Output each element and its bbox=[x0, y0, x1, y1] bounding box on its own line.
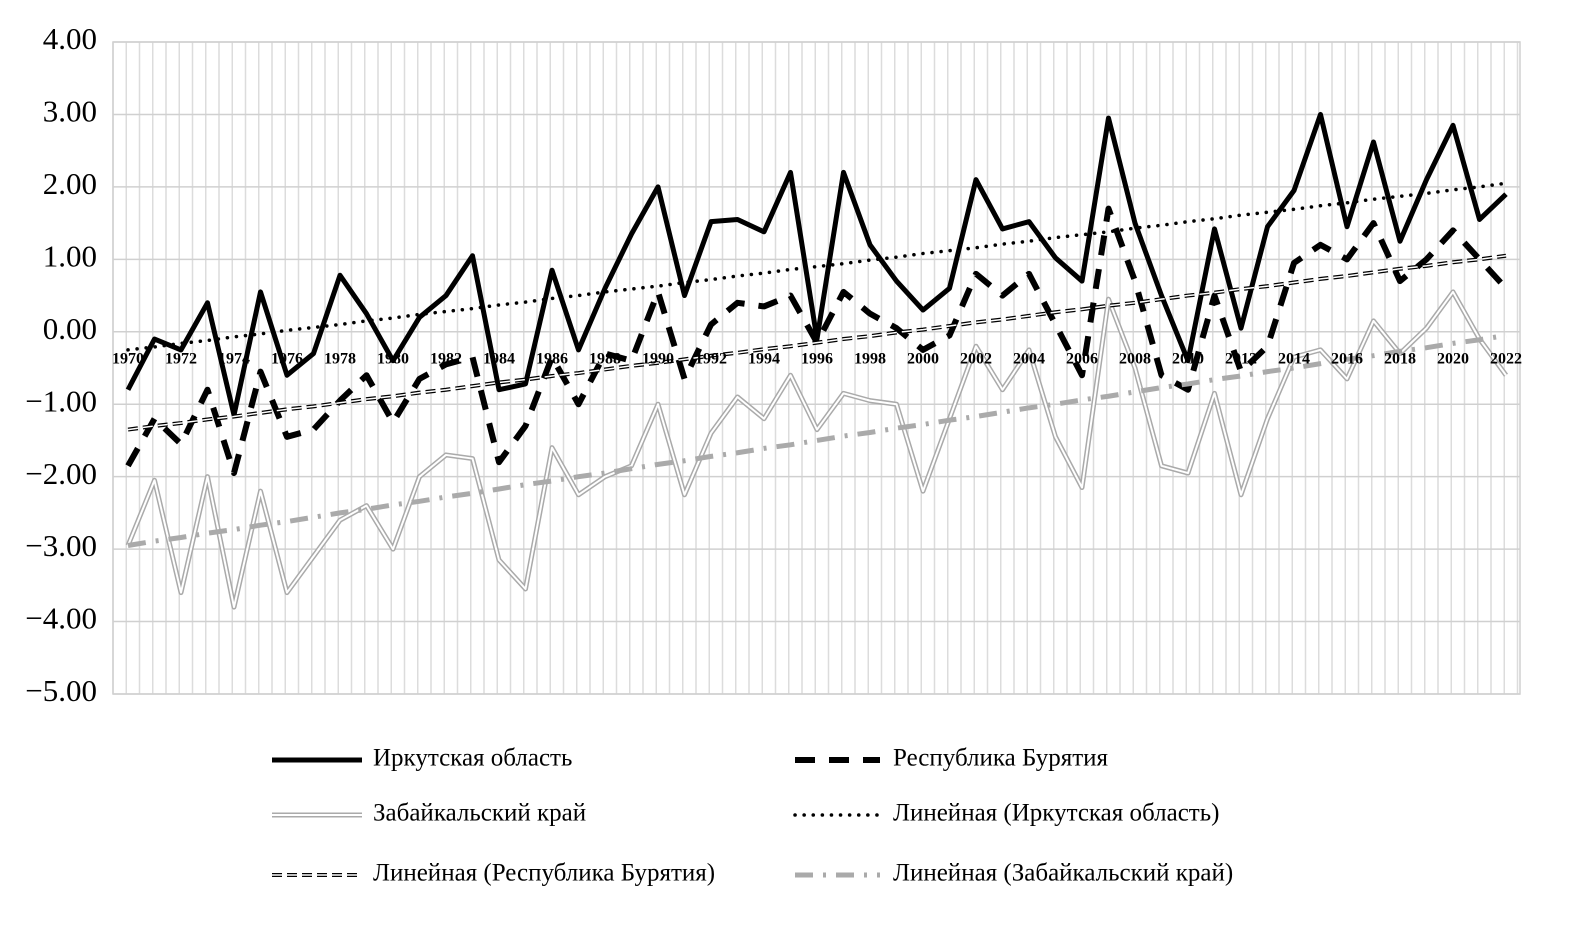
series-line bbox=[125, 111, 1508, 418]
x-tick-label: 2014 bbox=[1278, 351, 1310, 368]
legend-label: Иркутская область bbox=[373, 745, 572, 772]
x-tick-label: 1976 bbox=[271, 351, 303, 368]
x-tick-label: 2006 bbox=[1066, 351, 1098, 368]
x-tick-label: 2002 bbox=[960, 351, 992, 368]
series-line bbox=[127, 332, 1507, 548]
x-tick-label: 1988 bbox=[589, 351, 621, 368]
legend-label: Республика Бурятия bbox=[893, 745, 1109, 772]
series-line-inner bbox=[127, 290, 1507, 609]
x-tick-label: 2012 bbox=[1225, 351, 1257, 368]
x-tick-label: 1986 bbox=[536, 351, 568, 368]
x-tick-label: 2010 bbox=[1172, 351, 1204, 368]
x-tick-label: 1990 bbox=[642, 351, 674, 368]
plot-border bbox=[112, 41, 1521, 695]
x-tick-label: 1978 bbox=[324, 351, 356, 368]
series-line-inner bbox=[127, 254, 1507, 431]
x-tick-label: 2008 bbox=[1119, 351, 1151, 368]
legend-label: Линейная (Забайкальский край) bbox=[893, 860, 1233, 887]
x-tick-label: 2018 bbox=[1384, 351, 1416, 368]
x-tick-label: 1996 bbox=[801, 351, 833, 368]
x-tick-label: 1980 bbox=[377, 351, 409, 368]
y-tick-label: 2.00 bbox=[43, 166, 97, 201]
x-tick-label: 1998 bbox=[854, 351, 886, 368]
x-tick-label: 1972 bbox=[165, 351, 197, 368]
x-tick-label: 1982 bbox=[430, 351, 462, 368]
x-tick-label: 2020 bbox=[1437, 351, 1469, 368]
legend-label: Забайкальский край bbox=[373, 800, 586, 827]
x-tick-label: 1992 bbox=[695, 351, 727, 368]
x-tick-label: 1994 bbox=[748, 351, 780, 368]
x-tick-label: 2004 bbox=[1013, 351, 1045, 368]
y-tick-label: −2.00 bbox=[25, 456, 97, 491]
y-tick-label: −5.00 bbox=[25, 673, 97, 708]
y-tick-label: −1.00 bbox=[25, 383, 97, 418]
x-tick-label: 2000 bbox=[907, 351, 939, 368]
x-tick-label: 1970 bbox=[112, 351, 144, 368]
y-tick-label: 3.00 bbox=[43, 94, 97, 129]
x-tick-label: 1984 bbox=[483, 351, 515, 368]
y-tick-label: −4.00 bbox=[25, 601, 97, 636]
y-tick-label: 4.00 bbox=[43, 21, 97, 56]
y-tick-label: −3.00 bbox=[25, 528, 97, 563]
series-line bbox=[126, 181, 1508, 352]
legend-label: Линейная (Республика Бурятия) bbox=[373, 860, 715, 887]
y-tick-label: 0.00 bbox=[43, 311, 97, 346]
x-tick-label: 2016 bbox=[1331, 351, 1363, 368]
x-tick-label: 1974 bbox=[218, 351, 250, 368]
x-tick-label: 2022 bbox=[1490, 351, 1522, 368]
y-tick-label: 1.00 bbox=[43, 238, 97, 273]
legend-label: Линейная (Иркутская область) bbox=[893, 800, 1219, 827]
